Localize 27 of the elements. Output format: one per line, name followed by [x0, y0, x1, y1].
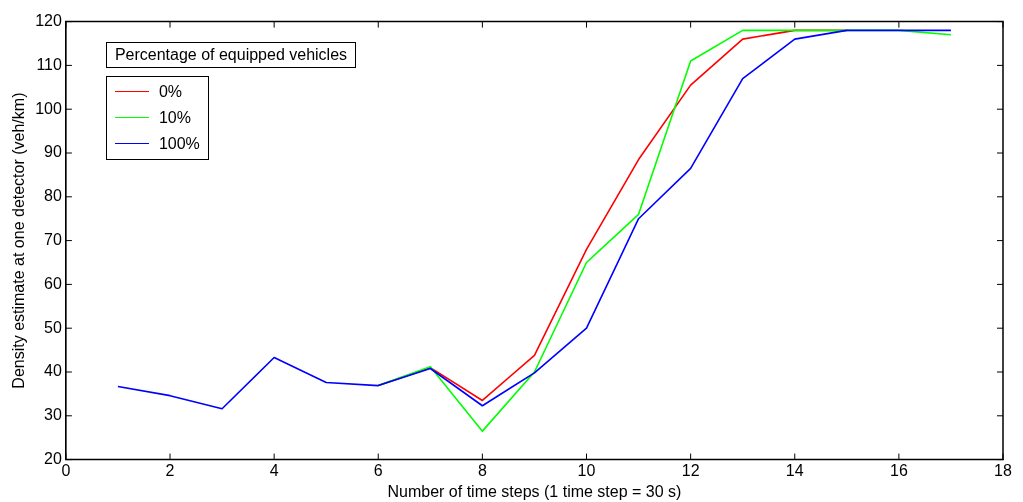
x-tick-label: 8	[477, 461, 487, 479]
y-tick-label: 30	[44, 406, 62, 424]
y-tick-label: 50	[44, 318, 62, 336]
x-tick-label: 4	[269, 461, 279, 479]
y-tick-label: 110	[36, 55, 62, 73]
y-tick-label: 90	[44, 143, 62, 161]
legend-label: 0%	[158, 82, 183, 101]
y-tick-label: 80	[44, 187, 62, 205]
x-tick-label: 14	[785, 461, 804, 479]
y-tick-label: 60	[44, 274, 62, 292]
y-tick-label: 100	[35, 99, 62, 117]
y-tick-label: 40	[44, 362, 62, 380]
y-axis-title: Density estimate at one detector (veh/km)	[10, 92, 28, 389]
x-tick-label: 18	[994, 461, 1012, 479]
legend-label: 100%	[158, 134, 200, 153]
y-tick-label: 70	[44, 231, 62, 249]
x-tick-label: 2	[165, 461, 175, 479]
x-axis-title: Number of time steps (1 time step = 30 s)	[387, 482, 682, 500]
x-tick-label: 12	[681, 461, 700, 479]
y-tick-label: 120	[35, 12, 62, 30]
legend-title: Percentage of equipped vehicles	[105, 41, 357, 68]
x-tick-label: 10	[577, 461, 596, 479]
x-tick-label: 6	[373, 461, 383, 479]
legend-label: 10%	[158, 108, 191, 127]
x-tick-label: 16	[889, 461, 908, 479]
x-tick-label: 0	[61, 461, 71, 479]
y-tick-label: 20	[44, 450, 62, 468]
